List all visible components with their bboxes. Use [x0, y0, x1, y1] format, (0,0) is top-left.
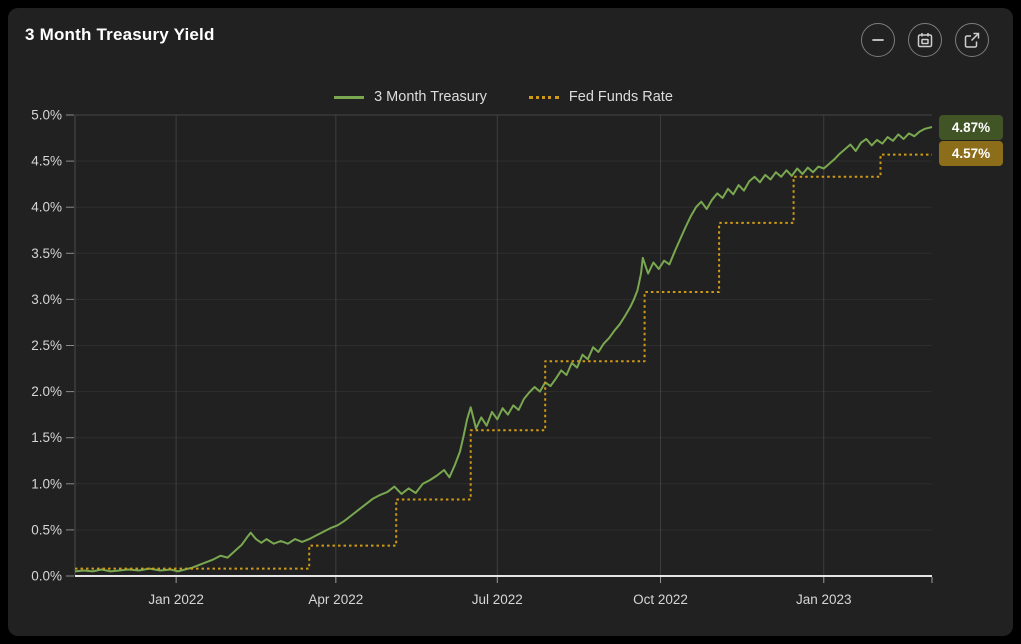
- y-tick-label: 4.5%: [31, 154, 62, 169]
- chart-legend: 3 Month Treasury Fed Funds Rate: [75, 86, 932, 108]
- legend-label: Fed Funds Rate: [568, 89, 673, 105]
- x-tick-label: Jan 2022: [148, 592, 204, 607]
- series-3-month-treasury: [74, 126, 933, 573]
- legend-label: 3 Month Treasury: [374, 89, 487, 105]
- legend-item-3-month-treasury[interactable]: 3 Month Treasury: [334, 89, 487, 105]
- y-tick-label: 3.5%: [31, 246, 62, 261]
- legend-swatch: [528, 95, 559, 99]
- external-link-icon: [963, 31, 981, 49]
- legend-item-fed-funds-rate[interactable]: Fed Funds Rate: [528, 89, 673, 105]
- y-tick-label: 1.0%: [31, 476, 62, 491]
- y-tick-label: 2.0%: [31, 384, 62, 399]
- minus-icon: [869, 31, 887, 49]
- last-value-badge-fed-funds-rate: 4.57%: [939, 140, 1003, 166]
- y-tick-label: 0.5%: [31, 522, 62, 537]
- chart-card: 3 Month Treasury Yield: [8, 8, 1013, 636]
- page-title: 3 Month Treasury Yield: [25, 25, 215, 44]
- x-tick-label: Oct 2022: [633, 592, 688, 607]
- y-tick-label: 4.0%: [31, 200, 62, 215]
- y-tick-label: 5.0%: [31, 108, 62, 123]
- y-tick-label: 2.5%: [31, 338, 62, 353]
- x-tick-label: Jul 2022: [472, 592, 523, 607]
- y-tick-label: 3.0%: [31, 292, 62, 307]
- legend-swatch: [334, 95, 365, 99]
- x-tick-label: Apr 2022: [308, 592, 363, 607]
- y-tick-label: 0.0%: [31, 569, 62, 584]
- date-range-button[interactable]: [908, 23, 942, 57]
- open-external-button[interactable]: [955, 23, 989, 57]
- collapse-button[interactable]: [861, 23, 895, 57]
- last-value-badge-3-month-treasury: 4.87%: [939, 114, 1003, 140]
- chart-svg: Jan 2022 Apr 2022 Jul 2022 Oct 2022 Jan 2023…: [31, 108, 933, 607]
- calendar-icon: [916, 31, 934, 49]
- series-fed-funds-rate: [75, 153, 932, 570]
- toolbar: [861, 23, 989, 57]
- x-tick-label: Jan 2023: [796, 592, 852, 607]
- y-tick-label: 1.5%: [31, 430, 62, 445]
